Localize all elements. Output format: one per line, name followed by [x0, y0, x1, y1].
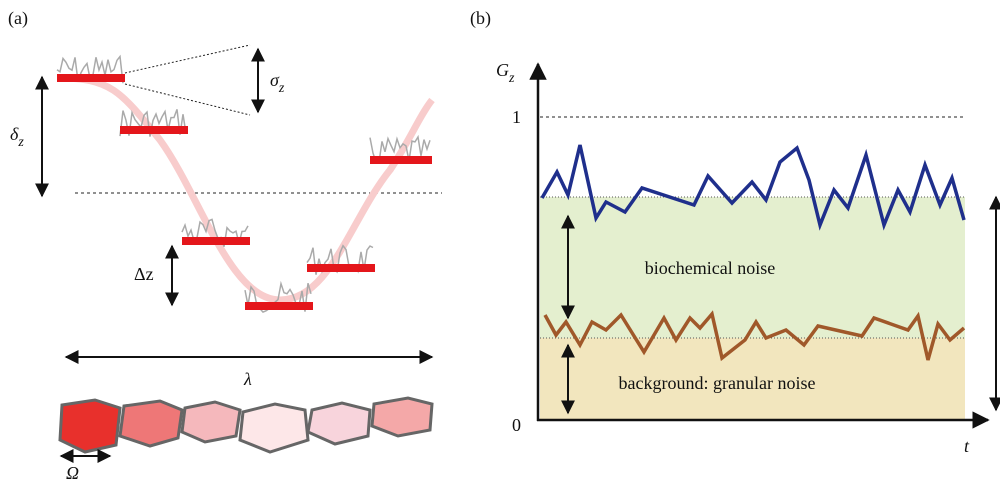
cell — [182, 402, 240, 442]
cell — [372, 398, 432, 436]
mean-bar — [120, 126, 188, 134]
step-label: Δz — [134, 264, 154, 284]
page: {"panel_a": {"label": "(a)", "sigma": {"… — [0, 0, 1000, 484]
mean-bar — [182, 237, 250, 245]
tick-label: 1 — [512, 107, 521, 127]
tick-label: 0 — [512, 415, 521, 435]
cell — [120, 401, 182, 446]
cell — [60, 400, 120, 452]
panel-label: (b) — [470, 8, 491, 29]
figure: (a) σz δz Δz λ Ω (b) Gz 1 0 t biochemica… — [0, 0, 1000, 484]
mean-bar — [307, 264, 375, 272]
zoom-line — [125, 84, 250, 115]
y-axis-label: Gz — [496, 60, 515, 86]
panel-label: (a) — [8, 8, 28, 29]
mean-bar — [370, 156, 432, 164]
mean-bar — [57, 74, 125, 82]
zoom-line — [125, 45, 250, 73]
cell — [240, 404, 308, 452]
mean-bar — [245, 302, 313, 310]
band-label: background: granular noise — [619, 373, 816, 393]
cell-size-label: Ω — [66, 463, 79, 483]
x-axis-label: t — [964, 436, 970, 456]
gradient-curve — [58, 78, 432, 300]
band-label: biochemical noise — [645, 258, 775, 278]
wavelength-label: λ — [243, 369, 252, 389]
sigma-label: σz — [270, 70, 285, 96]
cell — [308, 403, 370, 444]
delta-label: δz — [10, 124, 24, 150]
cells — [60, 398, 432, 452]
